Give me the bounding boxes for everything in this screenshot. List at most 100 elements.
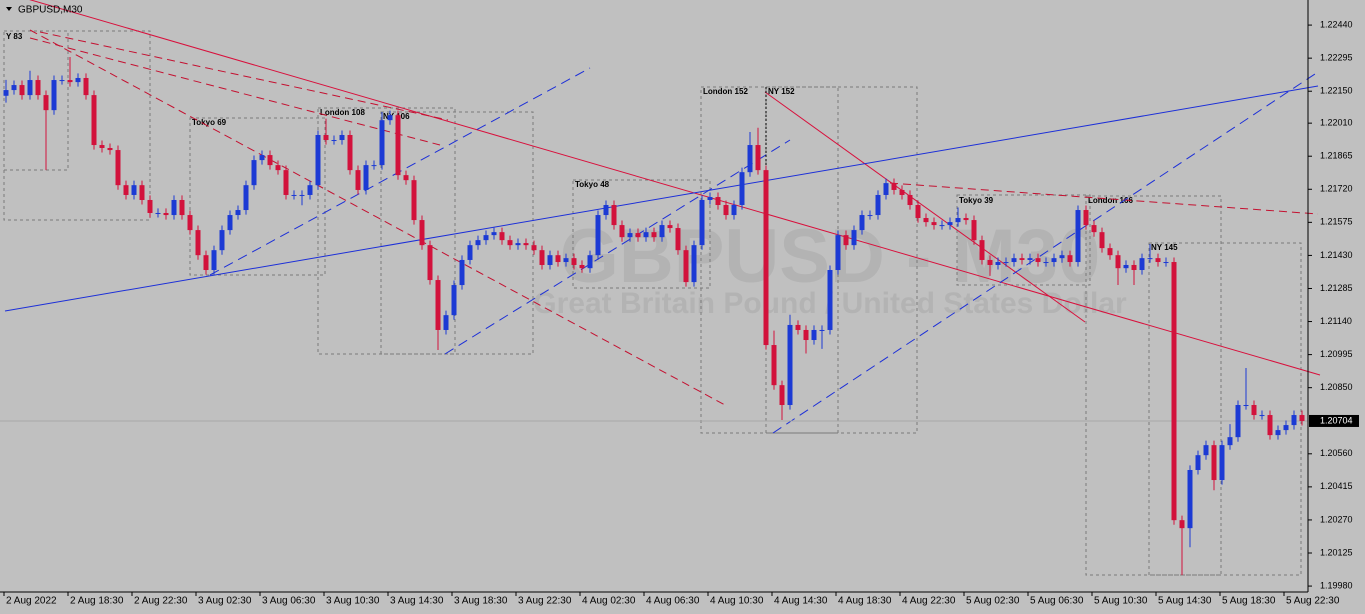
candle-body [1267, 415, 1273, 436]
candle-body [459, 259, 465, 286]
candle-body [851, 230, 857, 246]
candle-body [315, 135, 321, 186]
candle-body [539, 250, 545, 265]
candle-body [971, 220, 977, 241]
candle-body [915, 205, 921, 219]
candle-body [747, 145, 753, 173]
candle-body [899, 189, 905, 195]
candle-body [1155, 258, 1161, 263]
candle-body [507, 240, 513, 246]
x-tick-label: 3 Aug 06:30 [262, 596, 316, 607]
candle-body [771, 345, 777, 386]
candle-body [1235, 405, 1241, 438]
session-label: Tokyo 48 [575, 180, 610, 189]
y-tick-label: 1.22150 [1320, 86, 1353, 96]
candle-body [1123, 264, 1129, 269]
y-tick-label: 1.21865 [1320, 151, 1353, 161]
candle-body [819, 329, 825, 331]
candle-body [931, 222, 937, 226]
candle-body [11, 85, 17, 91]
candle-body [963, 218, 969, 221]
candle-body [75, 77, 81, 83]
session-label: London 108 [320, 108, 365, 117]
candle-body [195, 230, 201, 256]
x-tick-label: 3 Aug 22:30 [518, 596, 572, 607]
x-tick-label: 3 Aug 18:30 [454, 596, 508, 607]
trend-line [772, 71, 1319, 434]
candle-body [419, 220, 425, 246]
candle-body [499, 232, 505, 241]
candle-body [219, 230, 225, 251]
trend-lines [4, 0, 1321, 434]
candle-body [1251, 405, 1257, 416]
candle-body [1139, 258, 1145, 271]
x-tick-label: 4 Aug 10:30 [710, 596, 764, 607]
candle-body [1059, 255, 1065, 259]
candle-body [1259, 415, 1265, 417]
candle-body [1107, 248, 1113, 256]
candle-body [563, 258, 569, 263]
candle-body [243, 185, 249, 211]
candle-body [1179, 520, 1185, 529]
candle-body [179, 199, 185, 216]
candle-body [331, 140, 337, 142]
candle-body [1227, 437, 1233, 446]
candle-body [1051, 258, 1057, 263]
candle-body [355, 170, 361, 190]
candle-body [1067, 255, 1073, 263]
candle-body [1283, 425, 1289, 431]
menu-arrow[interactable] [6, 7, 12, 11]
x-tick-label: 2 Aug 22:30 [134, 596, 188, 607]
candle-body [1211, 445, 1217, 481]
candle-body [835, 235, 841, 271]
candle-body [403, 175, 409, 181]
candle-body [947, 222, 953, 226]
session-box [956, 194, 1091, 286]
candle-body [1091, 225, 1097, 233]
candle-body [675, 228, 681, 251]
candle-body [795, 324, 801, 330]
candle-body [523, 243, 529, 246]
x-tick-label: 4 Aug 02:30 [582, 596, 636, 607]
candle-body [163, 212, 169, 216]
candle-body [1011, 258, 1017, 263]
session-box [700, 86, 839, 434]
y-tick-label: 1.20850 [1320, 382, 1353, 392]
candle-body [395, 115, 401, 176]
candle-body [171, 199, 177, 216]
candle-body [483, 235, 489, 241]
candle-body [803, 329, 809, 341]
candle-body [67, 80, 73, 83]
trend-line [29, 29, 726, 406]
candle-body [683, 250, 689, 283]
current-price-box [1309, 414, 1359, 427]
candle-body [859, 215, 865, 231]
candle-body [1147, 258, 1153, 260]
candle-body [235, 210, 241, 216]
candle-body [811, 329, 817, 341]
y-tick-label: 1.21285 [1320, 283, 1353, 293]
session-label: Tokyo 39 [959, 196, 994, 205]
session-box [380, 111, 534, 355]
candle-body [1027, 258, 1033, 260]
candle-body [1203, 445, 1209, 456]
candle-body [1035, 258, 1041, 263]
session-box [317, 107, 456, 355]
candle-body [755, 145, 761, 171]
candle-body [827, 270, 833, 330]
y-tick-label: 1.22440 [1320, 19, 1353, 29]
candle-body [443, 315, 449, 330]
y-tick-label: 1.20270 [1320, 514, 1353, 524]
candle-body [1195, 455, 1201, 470]
x-tick-label: 4 Aug 14:30 [774, 596, 828, 607]
candle-body [275, 165, 281, 171]
candle-body [267, 155, 273, 166]
x-tick-label: 4 Aug 22:30 [902, 596, 956, 607]
candle-body [99, 145, 105, 148]
candle-body [283, 170, 289, 195]
current-price-label: 1.20704 [1320, 415, 1353, 425]
trend-line [889, 182, 1319, 215]
candle-body [883, 183, 889, 195]
y-tick-label: 1.22010 [1320, 118, 1353, 128]
